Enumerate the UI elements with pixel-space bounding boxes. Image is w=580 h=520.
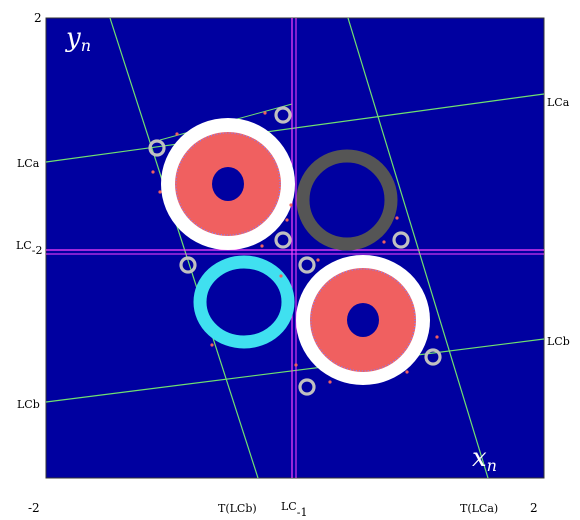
lcb-line	[46, 338, 544, 403]
lcb-left-label: LCb	[17, 398, 40, 411]
lca-line	[46, 93, 544, 163]
t-lca-label: T(LCa)	[460, 502, 498, 515]
lc-minus1-label: LC-1	[281, 500, 307, 519]
small-rings	[148, 106, 442, 396]
t-lca-line	[347, 18, 489, 478]
corner-bottom-left: -2	[28, 501, 40, 515]
upper-left-attractor	[161, 118, 295, 250]
corner-bottom-right: 2	[530, 501, 538, 515]
t-lcb-label: T(LCb)	[218, 502, 257, 515]
lcb-right-label: LCb	[547, 335, 570, 348]
lca-right-label: LCa	[547, 96, 570, 109]
gray-ring	[296, 149, 398, 251]
t-lcb-line	[109, 18, 259, 478]
y-variable-label: yn	[65, 23, 91, 55]
red-points	[151, 111, 439, 384]
lca-left-label: LCa	[17, 157, 40, 170]
x-variable-label: xn	[472, 443, 497, 475]
cyan-ring	[193, 255, 295, 349]
lower-right-attractor	[296, 255, 430, 385]
lc-minus2-label: LC-2	[16, 239, 42, 257]
corner-top-left: 2	[34, 11, 42, 25]
